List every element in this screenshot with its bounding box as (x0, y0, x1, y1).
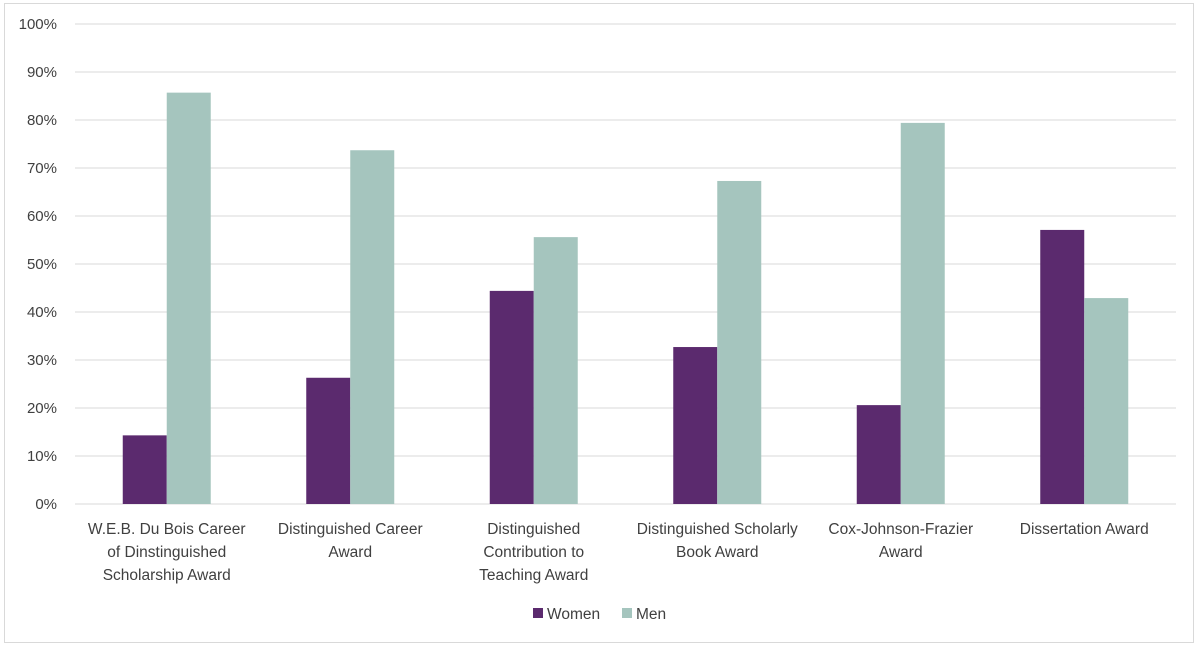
legend: Women Men (533, 606, 666, 623)
bar-men (1084, 298, 1129, 504)
legend-label-women: Women (547, 606, 600, 623)
legend-swatch-men (622, 608, 632, 618)
y-tick-label: 80% (27, 112, 57, 129)
y-tick-label: 10% (27, 448, 57, 465)
legend-swatch-women (533, 608, 543, 618)
y-tick-label: 20% (27, 400, 57, 417)
y-tick-label: 90% (27, 64, 57, 81)
category-label: W.E.B. Du Bois Career of Dinstinguished Sc… (88, 521, 246, 584)
y-tick-label: 0% (35, 496, 57, 513)
y-tick-label: 70% (27, 160, 57, 177)
bar-men (533, 237, 578, 504)
y-tick-label: 50% (27, 256, 57, 273)
bar-women (489, 290, 534, 504)
y-tick-label: 100% (19, 16, 57, 33)
category-label: Distinguished Contribution to Teaching Awa… (479, 521, 588, 584)
bar-men (166, 92, 211, 504)
bar-women (122, 435, 167, 504)
bar-women (1040, 229, 1085, 505)
category-label: Dissertation Award (1020, 521, 1149, 538)
y-tick-label: 60% (27, 208, 57, 225)
category-label: Distinguished Career Award (278, 521, 423, 561)
bar-men (717, 180, 762, 504)
y-tick-label: 30% (27, 352, 57, 369)
bars (122, 92, 1129, 505)
bar-women (306, 377, 351, 504)
bar-women (856, 405, 901, 504)
bar-women (673, 347, 718, 504)
bar-men (350, 150, 395, 505)
legend-label-men: Men (636, 606, 666, 623)
gridlines (75, 23, 1176, 505)
category-label: Distinguished Scholarly Book Award (637, 521, 798, 561)
bar-men (900, 122, 945, 504)
category-label: Cox-Johnson-Frazier Award (828, 521, 973, 561)
y-axis-tick-labels: 0% 10% 20% 30% 40% 50% 60% 70% 80% 90% 100% (19, 16, 57, 513)
y-tick-label: 40% (27, 304, 57, 321)
x-axis-category-labels: W.E.B. Du Bois Career of Dinstinguished Sc… (88, 521, 1149, 584)
